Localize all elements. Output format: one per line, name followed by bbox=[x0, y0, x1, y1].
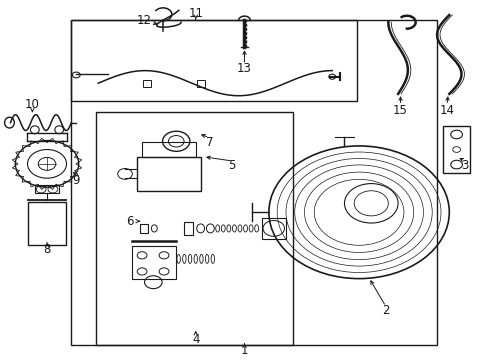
Text: 5: 5 bbox=[228, 159, 236, 172]
Bar bbox=[261, 218, 285, 239]
Bar bbox=[35, 185, 59, 193]
Text: 2: 2 bbox=[382, 305, 389, 318]
Text: 11: 11 bbox=[188, 7, 203, 20]
Text: 3: 3 bbox=[460, 159, 468, 172]
Text: 1: 1 bbox=[240, 344, 248, 357]
Text: 14: 14 bbox=[438, 104, 453, 117]
Bar bbox=[183, 222, 193, 235]
Bar bbox=[142, 142, 195, 157]
Text: 7: 7 bbox=[205, 136, 213, 149]
Bar bbox=[71, 21, 436, 345]
Text: 6: 6 bbox=[126, 215, 133, 228]
Bar bbox=[132, 246, 176, 279]
Bar bbox=[137, 157, 200, 191]
Bar bbox=[143, 80, 151, 87]
Text: 15: 15 bbox=[392, 104, 407, 117]
Text: 8: 8 bbox=[43, 243, 51, 256]
Text: 10: 10 bbox=[25, 98, 40, 111]
Text: 9: 9 bbox=[72, 174, 80, 186]
Bar bbox=[442, 126, 469, 173]
Bar bbox=[96, 112, 293, 345]
Bar bbox=[71, 21, 356, 101]
Bar bbox=[28, 202, 65, 244]
Text: 13: 13 bbox=[237, 62, 251, 75]
Bar bbox=[196, 80, 204, 87]
Text: 12: 12 bbox=[137, 14, 152, 27]
Text: 4: 4 bbox=[192, 333, 199, 346]
Bar bbox=[140, 224, 148, 233]
